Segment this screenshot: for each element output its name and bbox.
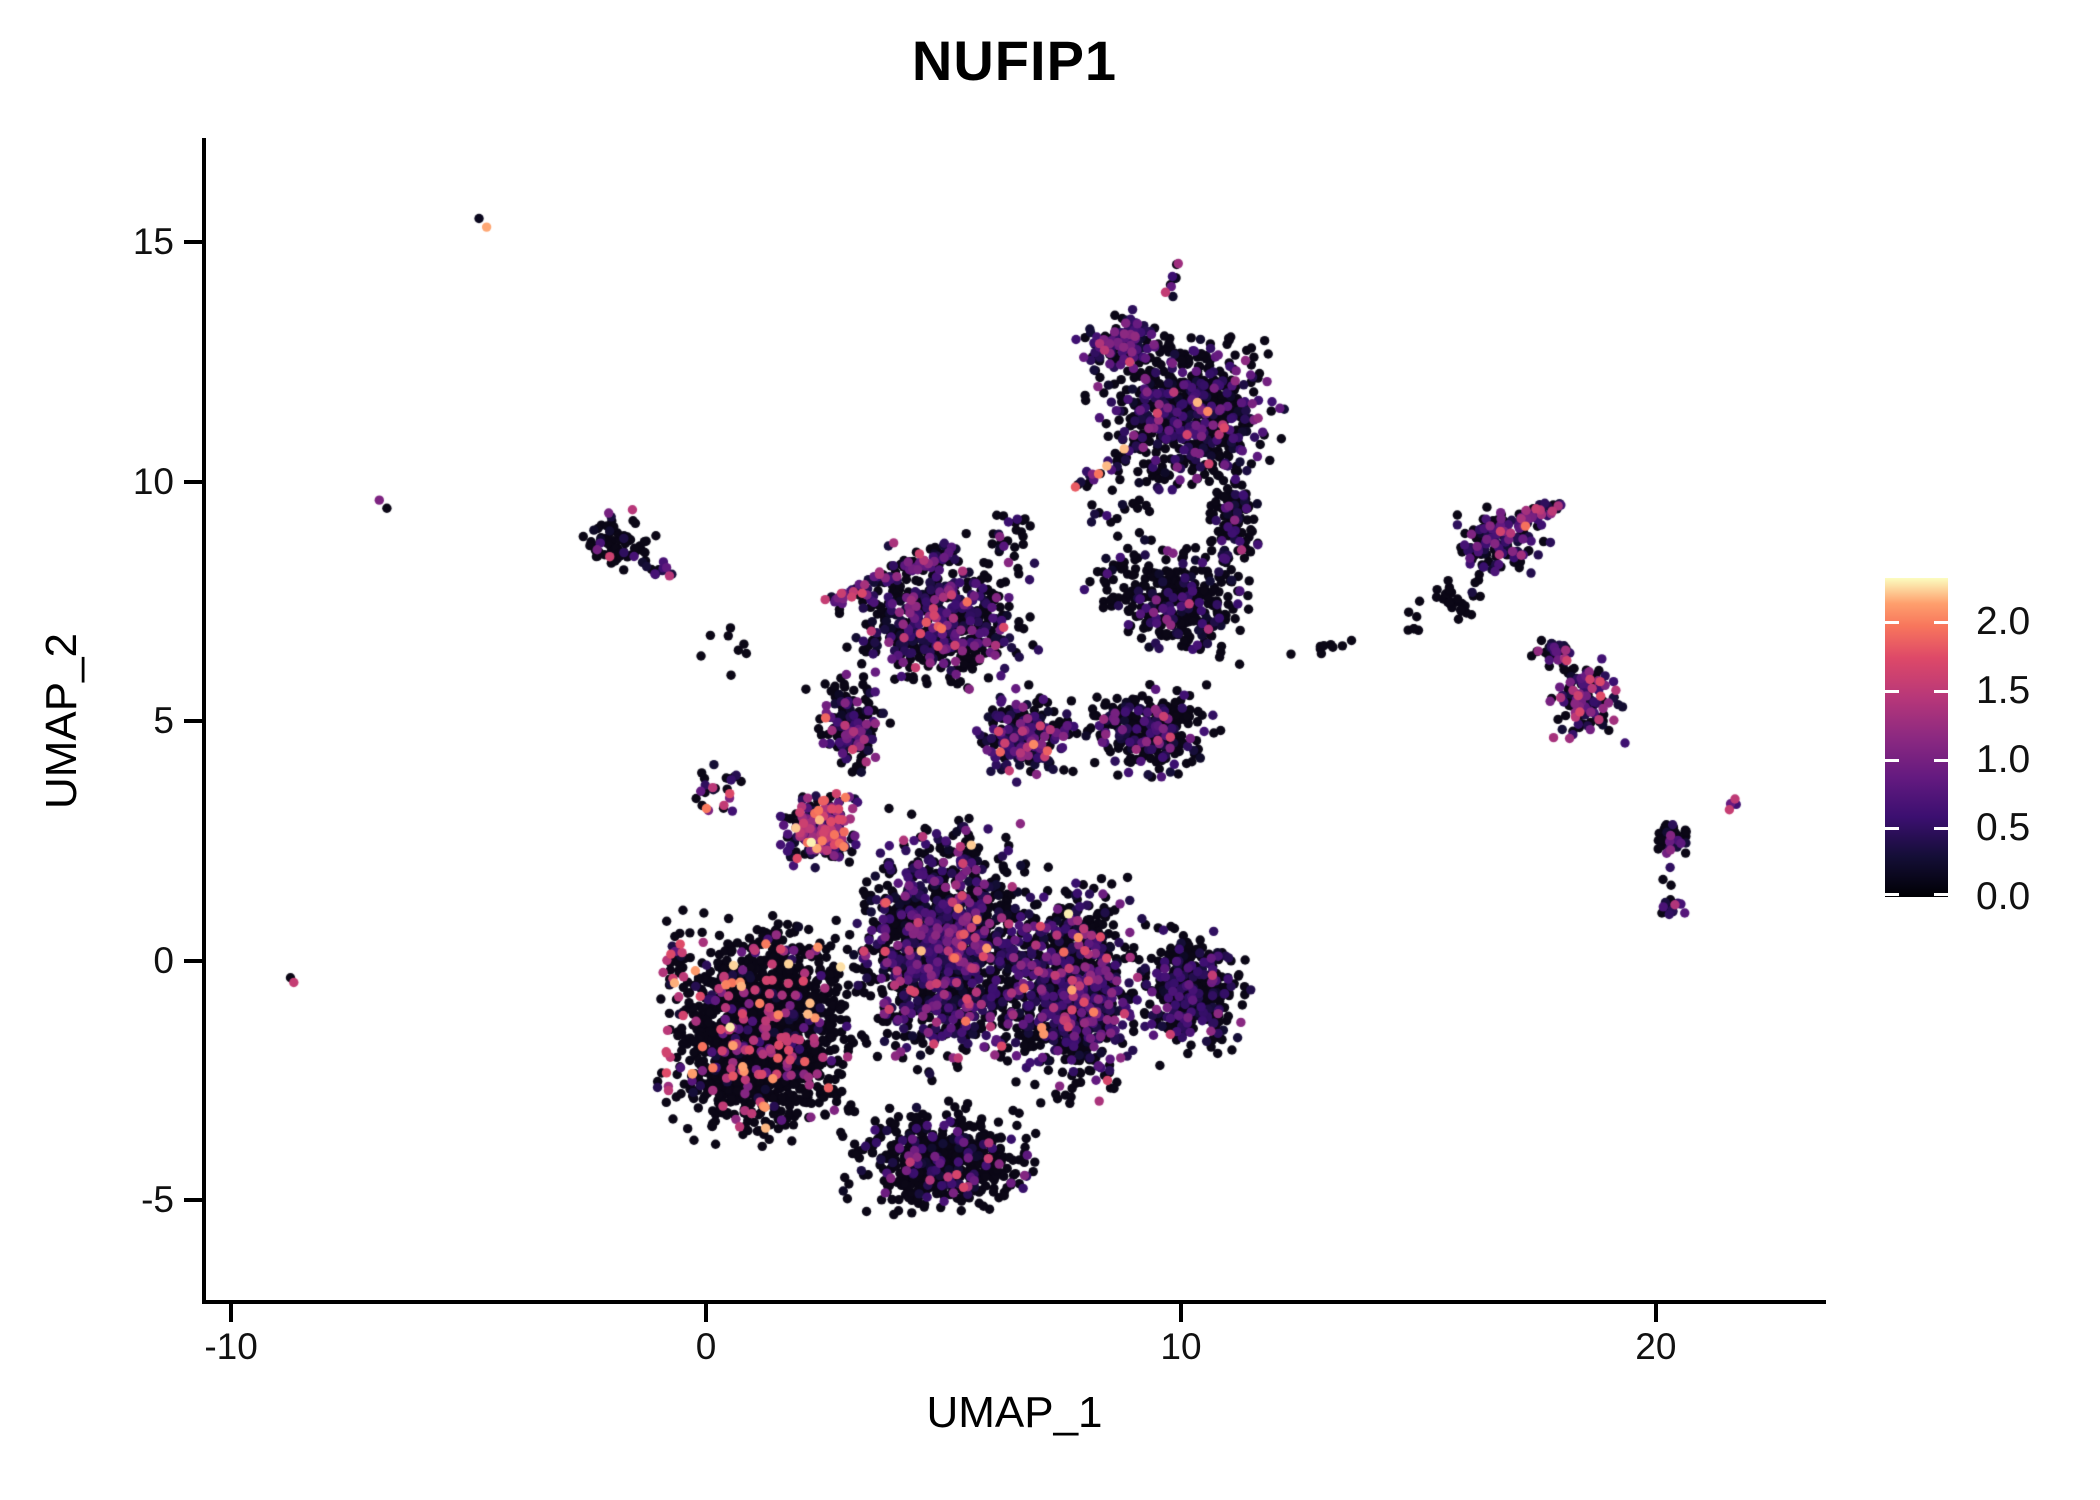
y-axis-title: UMAP_2 [37,632,86,810]
y-tick-mark [184,479,202,484]
x-tick-mark [1653,1304,1658,1322]
y-axis-line [202,138,206,1304]
colorbar-tick-mark [1934,893,1948,896]
x-axis-title: UMAP_1 [926,1388,1103,1437]
y-tick-label: 10 [132,460,174,502]
x-tick-label: 20 [1635,1326,1677,1367]
colorbar-tick-mark [1885,893,1899,896]
y-tick-mark [184,240,202,245]
x-tick-mark [704,1304,709,1322]
x-axis-line [202,1300,1826,1304]
colorbar-tick-mark [1934,689,1948,693]
colorbar-tick-mark [1934,758,1948,762]
y-tick-label: 15 [132,221,174,263]
y-tick-mark [184,719,202,724]
colorbar-tick-mark [1885,758,1899,762]
colorbar-tick-mark [1885,621,1899,624]
colorbar-tick-label: 0.0 [1976,875,2031,918]
x-tick-label: 10 [1160,1326,1202,1367]
colorbar-tick-label: 0.5 [1976,806,2031,850]
colorbar-tick-label: 2.0 [1976,600,2031,643]
colorbar-tick-mark [1885,827,1899,831]
colorbar-tick-mark [1934,621,1948,624]
colorbar-tick-mark [1934,827,1948,831]
y-tick-mark [184,958,202,963]
x-tick-mark [229,1304,234,1322]
x-tick-mark [1178,1304,1183,1322]
colorbar-tick-mark [1885,689,1899,693]
plot-title: NUFIP1 [911,29,1118,92]
colorbar-tick-label: 1.5 [1976,668,2031,712]
x-tick-label: -10 [204,1326,258,1367]
y-tick-mark [184,1198,202,1203]
y-tick-label: 5 [153,700,174,742]
y-tick-label: -5 [141,1179,174,1221]
x-tick-label: 0 [695,1326,717,1367]
y-tick-label: 0 [153,939,174,981]
colorbar-tick-label: 1.0 [1976,737,2031,781]
colorbar [1885,578,1948,897]
